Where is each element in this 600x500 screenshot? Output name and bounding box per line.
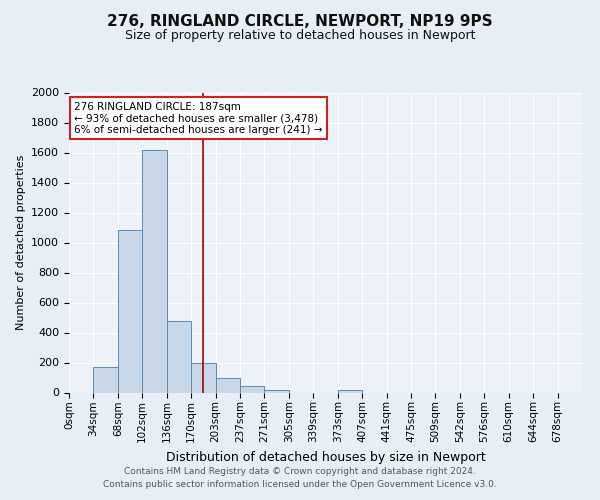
Bar	[142, 150, 167, 392]
Text: 276, RINGLAND CIRCLE, NEWPORT, NP19 9PS: 276, RINGLAND CIRCLE, NEWPORT, NP19 9PS	[107, 14, 493, 29]
Text: Contains HM Land Registry data © Crown copyright and database right 2024.: Contains HM Land Registry data © Crown c…	[124, 467, 476, 476]
Bar	[240, 386, 265, 392]
Bar	[215, 378, 240, 392]
Text: Size of property relative to detached houses in Newport: Size of property relative to detached ho…	[125, 29, 475, 42]
Y-axis label: Number of detached properties: Number of detached properties	[16, 155, 26, 330]
Bar	[94, 367, 118, 392]
Text: Contains public sector information licensed under the Open Government Licence v3: Contains public sector information licen…	[103, 480, 497, 489]
Bar	[167, 320, 191, 392]
Text: 276 RINGLAND CIRCLE: 187sqm
← 93% of detached houses are smaller (3,478)
6% of s: 276 RINGLAND CIRCLE: 187sqm ← 93% of det…	[74, 102, 323, 134]
X-axis label: Distribution of detached houses by size in Newport: Distribution of detached houses by size …	[166, 450, 485, 464]
Bar	[191, 362, 215, 392]
Bar	[338, 390, 362, 392]
Bar	[265, 390, 289, 392]
Bar	[118, 230, 142, 392]
